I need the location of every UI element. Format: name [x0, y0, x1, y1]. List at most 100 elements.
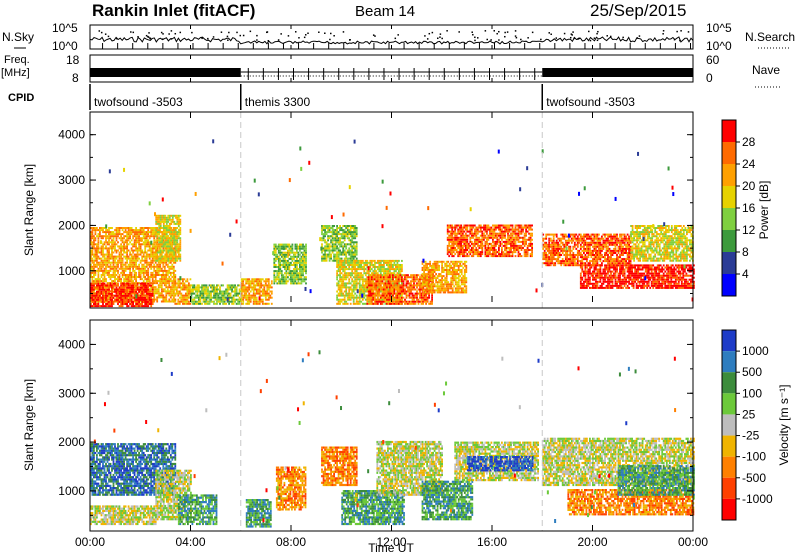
data-cell	[143, 280, 145, 282]
data-cell	[301, 274, 303, 276]
data-cell	[147, 305, 149, 307]
data-cell	[147, 289, 149, 291]
data-cell	[302, 272, 304, 274]
data-cell	[173, 291, 175, 293]
data-cell	[278, 274, 280, 276]
data-cell	[99, 258, 101, 260]
data-cell	[263, 289, 265, 291]
noise-search-dot	[243, 35, 245, 37]
data-cell	[179, 241, 181, 243]
data-cell	[378, 293, 380, 295]
data-cell	[398, 295, 400, 297]
data-cell	[416, 297, 418, 299]
data-cell	[281, 272, 283, 274]
data-cell	[129, 268, 131, 270]
noise-search-dot	[288, 35, 290, 37]
data-cell	[105, 297, 107, 299]
cpid-segment-label: twofsound -3503	[94, 95, 183, 109]
beam-title: Beam 14	[355, 3, 415, 20]
data-cell	[401, 264, 403, 266]
data-cell	[92, 291, 94, 293]
data-cell	[152, 262, 154, 264]
data-cell	[159, 282, 161, 284]
noise-search-dot	[150, 38, 152, 40]
data-cell	[293, 258, 295, 260]
data-cell	[155, 286, 157, 288]
data-cell	[200, 299, 202, 301]
cpid-segments: twofsound -3503 themis 3300 twofsound -350…	[90, 84, 635, 110]
data-cell	[98, 237, 100, 239]
data-cell	[158, 229, 160, 231]
data-cell	[169, 217, 171, 219]
data-cell	[321, 252, 323, 254]
data-cell	[386, 289, 388, 291]
noise-search-dot	[606, 35, 608, 37]
data-cell	[304, 280, 306, 282]
data-cell	[360, 289, 362, 291]
data-cell	[356, 280, 358, 282]
data-cell	[354, 237, 356, 239]
noise-search-dot	[662, 33, 664, 35]
data-cell	[410, 282, 412, 284]
noise-search-dot	[571, 34, 573, 36]
data-cell	[228, 303, 230, 305]
data-cell	[389, 276, 391, 278]
data-cell	[172, 250, 174, 252]
data-cell	[356, 235, 358, 237]
noise-search-dot	[564, 33, 566, 35]
data-cell	[356, 245, 358, 247]
data-cell	[341, 276, 343, 278]
data-cell	[179, 243, 181, 245]
noise-search-dot	[266, 32, 268, 34]
data-cell	[398, 280, 400, 282]
data-cell	[135, 227, 137, 229]
data-cell	[113, 231, 115, 233]
data-cell	[129, 270, 131, 272]
data-cell	[365, 274, 367, 276]
data-cell	[179, 291, 181, 293]
data-cell	[341, 295, 343, 297]
data-cell	[347, 235, 349, 237]
data-cell	[200, 301, 202, 303]
data-cell	[407, 280, 409, 282]
data-cell	[380, 301, 382, 303]
data-cell	[98, 283, 100, 285]
data-cell	[170, 262, 172, 264]
data-cell	[157, 256, 159, 258]
data-cell	[360, 274, 362, 276]
data-cell	[377, 274, 379, 276]
data-cell	[169, 225, 171, 227]
data-cell	[170, 223, 172, 225]
data-cell	[391, 262, 393, 264]
data-cell	[117, 303, 119, 305]
noise-search-dot	[268, 40, 270, 42]
data-cell	[421, 295, 423, 297]
data-cell	[401, 297, 403, 299]
data-cell	[104, 256, 106, 258]
data-cell	[92, 250, 94, 252]
data-cell	[129, 297, 131, 299]
data-cell	[365, 268, 367, 270]
data-cell	[218, 284, 220, 286]
data-cell	[160, 219, 162, 221]
data-cell	[348, 247, 350, 249]
data-cell	[401, 293, 403, 295]
data-cell	[129, 252, 131, 254]
data-cell	[93, 268, 95, 270]
noise-search-dot	[515, 30, 517, 32]
data-cell	[122, 260, 124, 262]
data-cell	[260, 282, 262, 284]
data-cell	[273, 272, 275, 274]
noise-search-dot	[227, 36, 229, 38]
noise-search-dot	[498, 39, 500, 41]
data-cell	[135, 291, 137, 293]
data-cell	[299, 254, 301, 256]
data-cell	[335, 250, 337, 252]
data-cell	[351, 293, 353, 295]
data-cell	[135, 243, 137, 245]
data-cell	[117, 270, 119, 272]
data-cell	[179, 231, 181, 233]
data-cell	[416, 286, 418, 288]
data-cell	[134, 283, 136, 285]
data-cell	[147, 239, 149, 241]
